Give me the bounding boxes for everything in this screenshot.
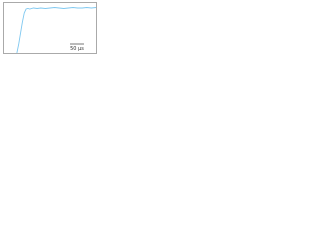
- chart: 50 μs: [3, 2, 97, 54]
- plot-frame: [3, 2, 97, 54]
- page: 50 μs (() => { const data = JSON.parse(d…: [0, 0, 100, 56]
- scale-label: 50 μs: [70, 46, 84, 52]
- data-line: [16, 7, 97, 54]
